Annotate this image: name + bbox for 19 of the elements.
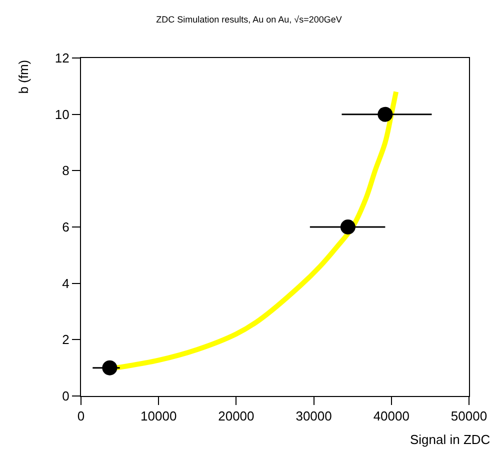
chart-title: ZDC Simulation results, Au on Au, √s=200GeV [156, 14, 342, 25]
x-tick-label: 40000 [373, 408, 410, 424]
point [340, 220, 356, 234]
y-tick-label: 12 [54, 50, 70, 66]
y-tick-label: 0 [62, 388, 70, 404]
x-tick-label: 30000 [296, 408, 332, 424]
point [102, 360, 118, 376]
x-tick-label: 20000 [218, 408, 254, 424]
x-tick-label: 0 [77, 408, 85, 424]
point [378, 106, 393, 122]
y-tick-label: 8 [62, 163, 70, 178]
y-tick-label: 10 [54, 106, 70, 122]
y-tick-label: 4 [62, 276, 70, 291]
y-tick-label: 6 [62, 220, 70, 235]
y-tick-label: 2 [62, 332, 70, 348]
x-tick-label: 10000 [140, 408, 177, 424]
x-tick-label: 50000 [450, 408, 488, 424]
y-axis-title: b (fm) [16, 60, 31, 94]
x-axis-title: Signal in ZDC [410, 432, 490, 447]
